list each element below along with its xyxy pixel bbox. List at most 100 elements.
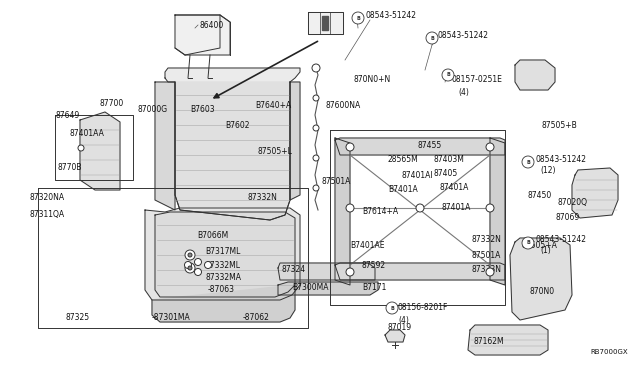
Text: 08543-51242: 08543-51242 [437, 31, 488, 39]
Circle shape [386, 302, 398, 314]
Circle shape [188, 253, 192, 257]
Text: 87405: 87405 [433, 169, 457, 177]
Polygon shape [80, 112, 120, 190]
Polygon shape [308, 12, 343, 34]
Circle shape [185, 263, 195, 273]
Polygon shape [515, 60, 555, 90]
Circle shape [346, 143, 354, 151]
Circle shape [522, 237, 534, 249]
Text: 87332ML: 87332ML [205, 260, 240, 269]
Text: B7401AE: B7401AE [350, 241, 385, 250]
Circle shape [78, 145, 84, 151]
Text: B7614+A: B7614+A [362, 208, 398, 217]
Text: 87162M: 87162M [474, 337, 504, 346]
Circle shape [185, 250, 195, 260]
Text: B: B [390, 305, 394, 311]
Polygon shape [278, 282, 378, 295]
Circle shape [188, 266, 192, 270]
Text: 87332N: 87332N [472, 235, 502, 244]
Polygon shape [165, 68, 300, 220]
Text: 87455: 87455 [417, 141, 441, 150]
Text: 87401AA: 87401AA [70, 128, 105, 138]
Circle shape [313, 185, 319, 191]
Text: -87063: -87063 [208, 285, 235, 295]
Text: 87332MA: 87332MA [205, 273, 241, 282]
Text: 87505+B: 87505+B [542, 121, 578, 129]
Text: 87600NA: 87600NA [325, 100, 360, 109]
Text: B: B [356, 16, 360, 20]
Text: B: B [446, 73, 450, 77]
Text: 87333N: 87333N [472, 266, 502, 275]
Text: B7300MA: B7300MA [292, 282, 328, 292]
Polygon shape [335, 263, 505, 280]
Circle shape [312, 64, 320, 72]
Circle shape [195, 269, 202, 276]
Text: 87501A: 87501A [472, 250, 501, 260]
Text: 08543-51242: 08543-51242 [535, 155, 586, 164]
Circle shape [522, 156, 534, 168]
Text: B7066M: B7066M [197, 231, 228, 240]
Circle shape [313, 155, 319, 161]
Polygon shape [175, 82, 290, 220]
Circle shape [416, 204, 424, 212]
Text: 08157-0251E: 08157-0251E [452, 76, 503, 84]
Text: B: B [526, 241, 530, 246]
Polygon shape [490, 138, 505, 285]
Circle shape [486, 143, 494, 151]
Text: -87062: -87062 [243, 312, 270, 321]
Polygon shape [155, 212, 295, 297]
Text: 87020Q: 87020Q [558, 198, 588, 206]
Text: 08156-8201F: 08156-8201F [398, 302, 449, 311]
Circle shape [486, 268, 494, 276]
Text: B7603: B7603 [190, 106, 214, 115]
Polygon shape [290, 82, 300, 200]
Text: 87501A: 87501A [322, 177, 351, 186]
Text: 87700: 87700 [100, 99, 124, 109]
Text: (4): (4) [458, 87, 469, 96]
Text: 87401A: 87401A [440, 183, 469, 192]
Text: B7317ML: B7317ML [205, 247, 241, 257]
Polygon shape [322, 16, 328, 30]
Circle shape [313, 95, 319, 101]
Text: (4): (4) [398, 315, 409, 324]
Circle shape [313, 125, 319, 131]
Text: B: B [526, 160, 530, 164]
Text: -87301MA: -87301MA [152, 312, 191, 321]
Text: (12): (12) [540, 166, 556, 174]
Text: 87000G: 87000G [138, 106, 168, 115]
Text: 28565M: 28565M [388, 155, 419, 164]
Circle shape [184, 262, 191, 269]
Text: 86400: 86400 [200, 20, 224, 29]
Circle shape [352, 12, 364, 24]
Text: RB7000GX: RB7000GX [590, 349, 628, 355]
Circle shape [195, 259, 202, 266]
Text: 87401A: 87401A [442, 203, 472, 212]
Text: 87450: 87450 [527, 190, 551, 199]
Text: 08543-51242: 08543-51242 [366, 10, 417, 19]
Text: (1): (1) [540, 246, 551, 254]
Polygon shape [385, 330, 405, 342]
Circle shape [442, 69, 454, 81]
Text: 87403M: 87403M [433, 155, 464, 164]
Polygon shape [572, 168, 618, 218]
Polygon shape [175, 15, 230, 55]
Circle shape [486, 204, 494, 212]
Polygon shape [155, 82, 175, 210]
Text: 87324: 87324 [282, 266, 306, 275]
Text: 87311QA: 87311QA [30, 211, 65, 219]
Circle shape [426, 32, 438, 44]
Text: 87325: 87325 [65, 312, 89, 321]
Polygon shape [510, 238, 572, 320]
Polygon shape [335, 138, 350, 285]
Circle shape [346, 204, 354, 212]
Text: 87320NA: 87320NA [30, 192, 65, 202]
Text: 08543-51242: 08543-51242 [535, 235, 586, 244]
Text: B7401A: B7401A [388, 186, 418, 195]
Text: 87592: 87592 [362, 260, 386, 269]
Polygon shape [468, 325, 548, 355]
Text: 8770B: 8770B [58, 164, 83, 173]
Text: B7171: B7171 [362, 282, 387, 292]
Text: 870N0: 870N0 [530, 288, 555, 296]
Text: 87069: 87069 [555, 212, 579, 221]
Text: 870N0+N: 870N0+N [353, 76, 390, 84]
